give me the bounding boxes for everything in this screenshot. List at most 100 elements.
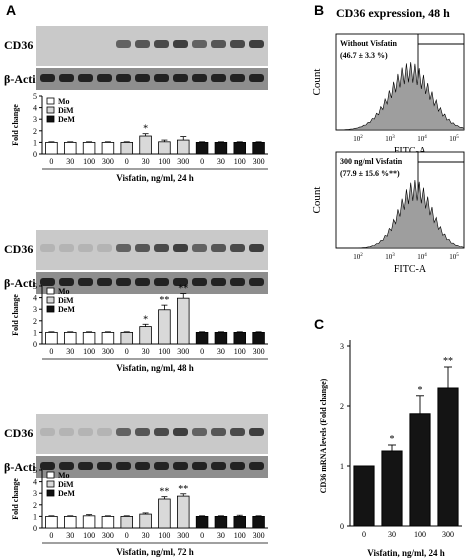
blot-label-beta-actin: β-Actin bbox=[4, 460, 43, 474]
bar bbox=[233, 331, 246, 345]
x-tick-label: 0 bbox=[200, 347, 204, 356]
x-tick-label: 100 bbox=[83, 531, 95, 540]
blot-label-cd36: CD36 bbox=[4, 426, 34, 440]
x-tick-label: 30 bbox=[217, 347, 225, 356]
beta-actin-band bbox=[173, 74, 188, 82]
x-tick-label: 0 bbox=[200, 157, 204, 166]
y-tick-label: 4 bbox=[33, 294, 37, 303]
beta-actin-band bbox=[116, 462, 131, 470]
legend-label-dem: DeM bbox=[58, 489, 75, 498]
bar bbox=[139, 135, 152, 155]
x-tick-label: 103 bbox=[385, 135, 395, 143]
cd36-band bbox=[116, 40, 131, 48]
x-axis-label: Visfatin, ng/ml, 24 h bbox=[116, 173, 193, 183]
cd36-band bbox=[59, 428, 74, 436]
beta-actin-band bbox=[230, 74, 245, 82]
beta-actin-band bbox=[59, 74, 74, 82]
y-tick-label: 2 bbox=[33, 127, 37, 136]
blot-label-beta-actin: β-Actin bbox=[4, 72, 43, 86]
y-axis-label: Fold change bbox=[11, 294, 20, 336]
cd36-band bbox=[211, 428, 226, 436]
bar bbox=[45, 516, 58, 529]
y-tick-label: 1 bbox=[340, 462, 344, 471]
legend-swatch-dem bbox=[46, 305, 55, 313]
significance-marker: ** bbox=[178, 484, 188, 495]
cd36-band bbox=[135, 244, 150, 252]
legend-label-mo: Mo bbox=[58, 287, 70, 296]
x-tick-label: 300 bbox=[102, 347, 114, 356]
bar bbox=[214, 331, 228, 345]
legend-swatch-dim bbox=[46, 296, 55, 304]
cd36-band bbox=[249, 40, 264, 48]
x-tick-label: 102 bbox=[353, 253, 363, 261]
bar bbox=[45, 331, 58, 345]
legend-label-mo: Mo bbox=[58, 471, 70, 480]
x-tick-label: 0 bbox=[200, 531, 204, 540]
blot-label-cd36: CD36 bbox=[4, 242, 34, 256]
cd36-band bbox=[97, 428, 112, 436]
legend-swatch-mo bbox=[46, 471, 55, 479]
y-tick-label: 4 bbox=[33, 478, 37, 487]
beta-actin-band bbox=[97, 462, 112, 470]
histogram-condition-label: 300 ng/ml Visfatin bbox=[340, 157, 403, 166]
bar bbox=[437, 387, 459, 527]
bar bbox=[120, 141, 133, 155]
panel-letter-b: B bbox=[314, 2, 325, 18]
bar bbox=[64, 141, 77, 155]
legend-label-mo: Mo bbox=[58, 97, 70, 106]
legend-swatch-dim bbox=[46, 106, 55, 114]
histogram-percent-label: (46.7 ± 3.3 %) bbox=[340, 51, 388, 60]
bar bbox=[409, 413, 431, 527]
x-axis-label: FITC-A bbox=[394, 146, 427, 157]
flow-histogram-2: 300 ng/ml Visfatin (77.9 ± 15.6 %**) Count… bbox=[311, 151, 465, 275]
y-tick-label: 3 bbox=[33, 305, 37, 314]
x-tick-label: 300 bbox=[177, 347, 189, 356]
cd36-band bbox=[154, 428, 169, 436]
cd36-band bbox=[192, 244, 207, 252]
y-tick-label: 1 bbox=[33, 328, 37, 337]
x-tick-label: 104 bbox=[417, 253, 427, 261]
beta-actin-band bbox=[59, 462, 74, 470]
bar bbox=[381, 450, 403, 527]
x-tick-label: 0 bbox=[49, 347, 53, 356]
panel-letter-a: A bbox=[6, 2, 17, 18]
significance-marker: * bbox=[418, 385, 423, 396]
bar bbox=[252, 516, 265, 529]
beta-actin-band bbox=[173, 278, 188, 286]
x-tick-label: 105 bbox=[449, 135, 459, 143]
x-axis-label: FITC-A bbox=[394, 264, 427, 275]
x-axis-label: Visfatin, ng/ml, 48 h bbox=[116, 363, 193, 373]
y-tick-label: 2 bbox=[33, 317, 37, 326]
y-axis-label: Fold change bbox=[11, 104, 20, 146]
beta-actin-band bbox=[59, 278, 74, 286]
beta-actin-band bbox=[249, 462, 264, 470]
x-tick-label: 30 bbox=[142, 157, 150, 166]
beta-actin-band bbox=[230, 278, 245, 286]
y-tick-label: 0 bbox=[33, 150, 37, 159]
bar bbox=[353, 465, 375, 527]
y-axis-label: Count bbox=[311, 187, 323, 214]
y-tick-label: 3 bbox=[340, 342, 344, 351]
beta-actin-band bbox=[78, 462, 93, 470]
bar bbox=[101, 331, 115, 345]
beta-actin-band bbox=[116, 74, 131, 82]
y-tick-label: 2 bbox=[340, 402, 344, 411]
x-tick-label: 103 bbox=[385, 253, 395, 261]
cd36-band bbox=[249, 244, 264, 252]
histogram-percent-label: (77.9 ± 15.6 %**) bbox=[340, 169, 400, 178]
legend-swatch-dim bbox=[46, 480, 55, 488]
bar bbox=[64, 331, 77, 345]
x-tick-label: 100 bbox=[414, 530, 426, 539]
mrna-bar-chart: 0 1 2 3 CD36 mRNA levels (Fold change) 0 * 30 * 1… bbox=[319, 340, 462, 558]
x-tick-label: 300 bbox=[102, 157, 114, 166]
cd36-blot-image bbox=[36, 414, 268, 454]
cd36-band bbox=[230, 40, 245, 48]
bar bbox=[82, 331, 96, 345]
bar bbox=[233, 141, 246, 155]
cd36-band bbox=[40, 428, 55, 436]
significance-marker: * bbox=[390, 434, 395, 445]
bar bbox=[214, 141, 228, 155]
x-tick-label: 0 bbox=[125, 531, 129, 540]
